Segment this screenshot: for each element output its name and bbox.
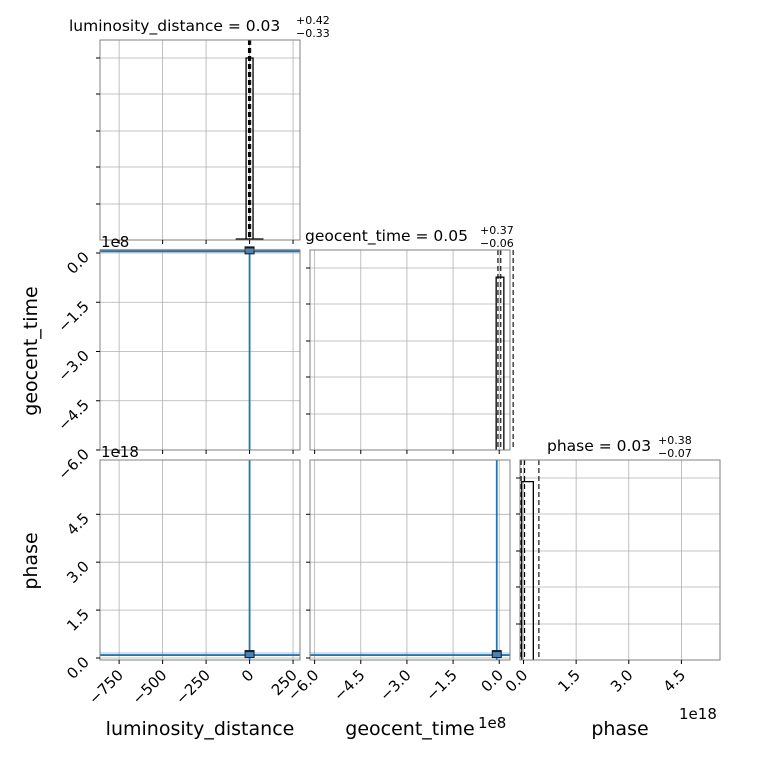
y-phase-tick-label-3: 4.5 — [63, 509, 93, 539]
y-phase-tick-label-0: 0.0 — [63, 653, 93, 683]
frame-d0 — [99, 39, 301, 241]
frame-d1 — [309, 249, 511, 451]
y-geocent-time-tick-label-2: −3.0 — [54, 347, 92, 385]
panel-ld-ph-density-point — [245, 652, 254, 658]
frame-p10 — [99, 249, 301, 451]
title-phase: phase = 0.03 — [547, 437, 651, 455]
x-phase-tick-label-0: 0.0 — [502, 666, 532, 696]
x-geocent-time-tick-label-2: −3.0 — [376, 666, 414, 704]
xlabel-luminosity-distance: luminosity_distance — [106, 718, 295, 740]
offset-geocent-time-x: 1e8 — [478, 714, 506, 732]
frame-d2 — [519, 459, 721, 661]
y-phase-tick-label-1: 1.5 — [63, 605, 93, 635]
x-phase-tick-label-3: 4.5 — [660, 666, 690, 696]
xlabel-geocent-time: geocent_time — [345, 718, 474, 740]
y-geocent-time-tick-label-0: 0.0 — [63, 248, 93, 278]
offset-phase-y: 1e18 — [101, 443, 139, 461]
x-luminosity-distance-tick-label-2: −250 — [172, 666, 214, 708]
title-luminosity-distance-minus: −0.33 — [296, 27, 330, 40]
ylabel-geocent-time: geocent_time — [20, 286, 42, 415]
panel-gt-ph-density-point — [492, 652, 501, 658]
x-luminosity-distance-tick-label-1: −500 — [129, 666, 171, 708]
title-geocent-time-plus: +0.37 — [480, 224, 514, 237]
y-geocent-time-tick-label-4: −6.0 — [54, 445, 92, 483]
x-phase-tick-label-1: 1.5 — [554, 666, 584, 696]
xlabel-phase: phase — [591, 718, 648, 740]
x-luminosity-distance-tick-label-0: −750 — [85, 666, 127, 708]
offset-geocent-time-y: 1e8 — [101, 233, 129, 251]
title-luminosity-distance-plus: +0.42 — [296, 14, 330, 27]
title-geocent-time-minus: −0.06 — [480, 237, 514, 250]
frame-p21 — [309, 459, 511, 661]
y-phase-tick-label-2: 3.0 — [63, 557, 93, 587]
hist-bar-1-0 — [495, 276, 505, 450]
y-geocent-time-tick-label-3: −4.5 — [54, 396, 92, 434]
x-geocent-time-tick-label-1: −4.5 — [330, 666, 368, 704]
frame-p20 — [99, 459, 301, 661]
x-luminosity-distance-tick-label-3: 0 — [238, 666, 257, 685]
title-luminosity-distance: luminosity_distance = 0.03 — [69, 17, 280, 36]
title-phase-minus: −0.07 — [658, 447, 692, 460]
x-geocent-time-tick-label-3: −1.5 — [422, 666, 460, 704]
panel-ld-gt-density-point — [245, 248, 254, 254]
hist-bar-2-0 — [521, 480, 534, 660]
title-phase-plus: +0.38 — [658, 434, 692, 447]
y-geocent-time-tick-label-1: −1.5 — [54, 297, 92, 335]
title-geocent-time: geocent_time = 0.05 — [305, 227, 468, 246]
offset-phase-x: 1e18 — [679, 705, 717, 723]
x-phase-tick-label-2: 3.0 — [607, 666, 637, 696]
ylabel-phase: phase — [20, 532, 42, 589]
